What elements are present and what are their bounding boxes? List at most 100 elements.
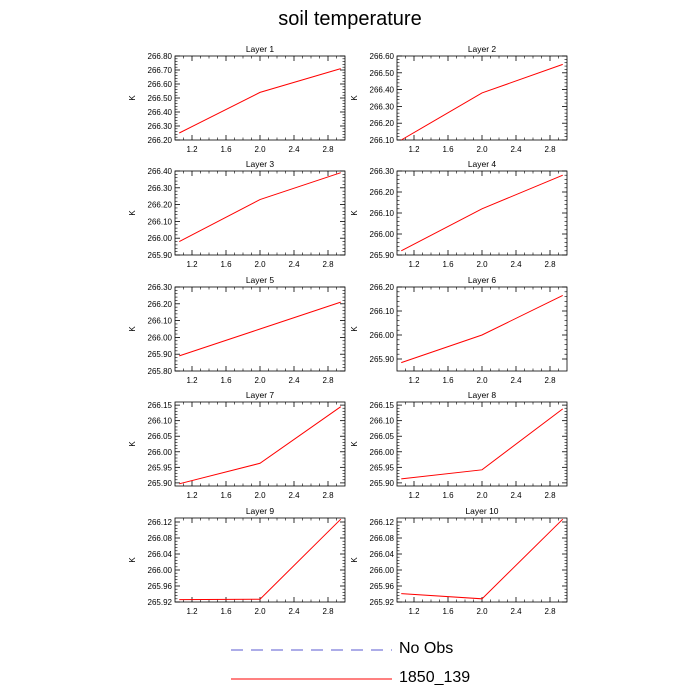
x-tick-label: 2.0 <box>254 376 266 385</box>
y-tick-label: 266.30 <box>370 102 395 111</box>
y-tick-label: 265.90 <box>370 251 395 260</box>
x-tick-label: 2.4 <box>288 376 300 385</box>
y-tick-label: 266.12 <box>370 518 395 527</box>
panel-title: Layer 9 <box>246 506 275 516</box>
y-tick-label: 266.00 <box>148 333 173 342</box>
plot-frame <box>174 170 346 256</box>
x-tick-label: 1.6 <box>442 607 454 616</box>
x-tick-label: 2.4 <box>288 491 300 500</box>
y-tick-label: 265.95 <box>148 463 173 472</box>
y-tick-label: 265.96 <box>370 582 395 591</box>
x-tick-label: 1.2 <box>186 491 198 500</box>
y-axis-label: K <box>128 326 137 332</box>
x-tick-label: 1.6 <box>220 145 232 154</box>
legend-label-no-obs: No Obs <box>399 640 454 657</box>
y-tick-label: 266.00 <box>148 448 173 457</box>
y-tick-label: 266.50 <box>148 94 173 103</box>
y-tick-label: 266.10 <box>370 307 395 316</box>
series-line-1850_139 <box>401 408 564 480</box>
series-line-1850_139 <box>179 406 342 485</box>
panel-layer-5: Layer 5 K 1.2 1.6 2.0 2.4 2.8 265.80 265.90 266.0… <box>128 275 346 385</box>
x-tick-label: 1.6 <box>220 260 232 269</box>
figure-title: soil temperature <box>278 8 422 30</box>
y-tick-label: 266.40 <box>370 86 395 95</box>
panel-layer-3: Layer 3 K 1.2 1.6 2.0 2.4 2.8 265.90 266.00 266.1… <box>128 159 346 269</box>
y-tick-label: 266.20 <box>370 188 395 197</box>
y-axis-label: K <box>350 95 359 101</box>
x-tick-label: 1.6 <box>442 376 454 385</box>
x-tick-label: 1.6 <box>220 376 232 385</box>
y-tick-label: 266.08 <box>370 534 395 543</box>
legend-label-1850-139: 1850_139 <box>399 669 471 686</box>
series-line-1850_139 <box>179 301 341 357</box>
panel-layer-7: Layer 7 K 1.2 1.6 2.0 2.4 2.8 265.90 265.95 266.0… <box>128 390 346 500</box>
y-tick-label: 266.70 <box>148 66 173 75</box>
panel-title: Layer 2 <box>468 44 497 54</box>
y-tick-label: 265.90 <box>370 355 395 364</box>
y-tick-label: 266.05 <box>148 432 173 441</box>
x-tick-label: 2.0 <box>254 260 266 269</box>
series-line-1850_139 <box>179 68 341 134</box>
x-tick-label: 1.6 <box>442 145 454 154</box>
y-tick-label: 266.20 <box>148 300 173 309</box>
x-tick-label: 1.6 <box>442 491 454 500</box>
y-tick-label: 266.30 <box>370 167 395 176</box>
y-tick-label: 266.15 <box>148 401 173 410</box>
y-tick-label: 266.20 <box>148 136 173 145</box>
x-tick-label: 2.8 <box>544 607 556 616</box>
panel-layer-6: Layer 6 K 1.2 1.6 2.0 2.4 2.8 265.90 266.00 266.1… <box>350 275 568 385</box>
x-tick-label: 2.4 <box>510 145 522 154</box>
x-tick-label: 1.2 <box>408 145 420 154</box>
panel-title: Layer 3 <box>246 159 275 169</box>
panel-title: Layer 4 <box>468 159 497 169</box>
plot-frame <box>396 401 568 487</box>
x-tick-label: 1.6 <box>220 491 232 500</box>
y-tick-label: 265.92 <box>370 598 395 607</box>
panel-title: Layer 1 <box>246 44 275 54</box>
y-tick-label: 266.00 <box>370 566 395 575</box>
x-tick-label: 2.0 <box>254 145 266 154</box>
panel-layer-1: Layer 1 K 1.2 1.6 2.0 2.4 2.8 266.20 266.30 266.4… <box>128 44 346 154</box>
panel-title: Layer 7 <box>246 390 275 400</box>
panel-layer-8: Layer 8 K 1.2 1.6 2.0 2.4 2.8 265.90 265.95 266.0… <box>350 390 568 500</box>
y-axis-label: K <box>350 326 359 332</box>
panel-layer-10: Layer 10 K 1.2 1.6 2.0 2.4 2.8 265.92 265.96 266.… <box>350 506 568 616</box>
panels-group: Layer 1 K 1.2 1.6 2.0 2.4 2.8 266.20 266.30 266.4… <box>128 44 568 616</box>
y-tick-label: 266.00 <box>370 331 395 340</box>
y-axis-label: K <box>128 557 137 563</box>
x-tick-label: 2.8 <box>322 376 334 385</box>
x-tick-label: 1.2 <box>186 260 198 269</box>
x-tick-label: 2.8 <box>322 145 334 154</box>
y-tick-label: 265.80 <box>148 367 173 376</box>
y-tick-label: 266.00 <box>148 566 173 575</box>
x-tick-label: 1.2 <box>408 260 420 269</box>
y-tick-label: 266.50 <box>370 69 395 78</box>
x-tick-label: 2.0 <box>254 491 266 500</box>
x-tick-label: 2.8 <box>544 260 556 269</box>
panel-layer-2: Layer 2 K 1.2 1.6 2.0 2.4 2.8 266.10 266.20 266.3… <box>350 44 568 154</box>
y-tick-label: 266.05 <box>370 432 395 441</box>
x-tick-label: 1.2 <box>186 145 198 154</box>
y-tick-label: 266.10 <box>148 317 173 326</box>
x-tick-label: 2.0 <box>476 376 488 385</box>
panel-layer-4: Layer 4 K 1.2 1.6 2.0 2.4 2.8 265.90 266.00 266.1… <box>350 159 568 269</box>
series-line-1850_139 <box>400 63 563 141</box>
y-tick-label: 266.12 <box>148 518 173 527</box>
y-tick-label: 266.04 <box>148 550 173 559</box>
y-tick-label: 266.30 <box>148 122 173 131</box>
series-line-1850_139 <box>179 172 341 243</box>
x-tick-label: 1.2 <box>186 607 198 616</box>
y-tick-label: 266.20 <box>370 283 395 292</box>
panel-title: Layer 10 <box>465 506 498 516</box>
y-tick-label: 266.40 <box>148 108 173 117</box>
y-tick-label: 266.60 <box>148 80 173 89</box>
y-tick-label: 266.20 <box>148 201 173 210</box>
legend <box>231 649 392 680</box>
series-line-1850_139 <box>401 294 563 364</box>
x-tick-label: 1.2 <box>408 491 420 500</box>
y-tick-label: 266.10 <box>370 417 395 426</box>
series-line-1850_139 <box>401 174 563 252</box>
x-tick-label: 1.2 <box>186 376 198 385</box>
y-tick-label: 266.08 <box>148 534 173 543</box>
y-tick-label: 266.04 <box>370 550 395 559</box>
